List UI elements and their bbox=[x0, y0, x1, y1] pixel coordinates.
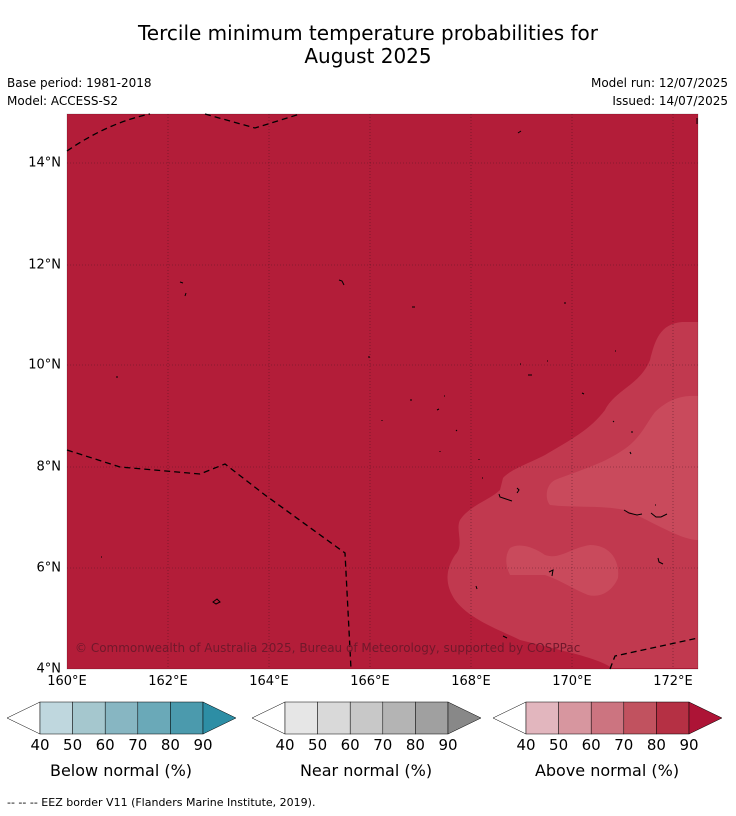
issued-date: Issued: 14/07/2025 bbox=[612, 94, 728, 108]
colorbar-tick: 70 bbox=[128, 736, 148, 754]
model-name: Model: ACCESS-S2 bbox=[7, 94, 119, 108]
region-above-60-a bbox=[546, 395, 698, 540]
lon-label: 164°E bbox=[249, 674, 289, 689]
lat-label: 4°N bbox=[36, 661, 62, 677]
lat-label: 8°N bbox=[36, 459, 62, 475]
lon-label: 170°E bbox=[552, 674, 592, 689]
lat-label: 12°N bbox=[28, 257, 61, 273]
region-above-60-b bbox=[506, 545, 619, 596]
colorbar-tick: 60 bbox=[581, 736, 601, 754]
colorbar-above bbox=[492, 701, 723, 735]
lon-label: 162°E bbox=[148, 674, 188, 689]
colorbar-tick: 90 bbox=[193, 736, 213, 754]
colorbar-below bbox=[6, 701, 237, 735]
colorbar-tick: 50 bbox=[63, 736, 83, 754]
grid bbox=[67, 114, 698, 669]
lon-label: 160°E bbox=[47, 674, 87, 689]
map-frame bbox=[66, 113, 699, 670]
lat-label: 6°N bbox=[36, 560, 62, 576]
eez-borders bbox=[66, 113, 699, 670]
title-line-1: Tercile minimum temperature probabilitie… bbox=[137, 21, 599, 45]
lat-label: 14°N bbox=[28, 155, 61, 171]
colorbar-tick: 50 bbox=[308, 736, 328, 754]
colorbar-tick: 60 bbox=[95, 736, 115, 754]
base-period: Base period: 1981-2018 bbox=[7, 76, 152, 90]
colorbar-tick: 70 bbox=[614, 736, 634, 754]
meta-left: Base period: 1981-2018 Model: ACCESS-S2 bbox=[7, 74, 152, 110]
colorbar-tick: 60 bbox=[340, 736, 360, 754]
colorbar-tick: 80 bbox=[160, 736, 180, 754]
colorbar-label-above: Above normal (%) bbox=[534, 761, 680, 780]
eez-footnote: -- -- -- EEZ border V11 (Flanders Marine… bbox=[7, 796, 316, 809]
colorbar-tick: 90 bbox=[438, 736, 458, 754]
colorbar-label-below: Below normal (%) bbox=[49, 761, 193, 780]
colorbar-near bbox=[251, 701, 482, 735]
lon-label: 172°E bbox=[653, 674, 693, 689]
copyright-credit: © Commonwealth of Australia 2025, Bureau… bbox=[75, 641, 581, 655]
colorbar-tick: 80 bbox=[405, 736, 425, 754]
lat-label: 10°N bbox=[28, 357, 61, 373]
colorbar-tick: 50 bbox=[549, 736, 569, 754]
colorbar-tick: 70 bbox=[373, 736, 393, 754]
chart-title: Tercile minimum temperature probabilitie… bbox=[0, 22, 736, 68]
colorbar-tick: 40 bbox=[30, 736, 50, 754]
islands bbox=[101, 118, 698, 639]
colorbar-tick: 80 bbox=[646, 736, 666, 754]
title-line-2: August 2025 bbox=[304, 44, 432, 68]
colorbar-label-near: Near normal (%) bbox=[299, 761, 433, 780]
colorbar-tick: 40 bbox=[516, 736, 536, 754]
colorbar-tick: 40 bbox=[275, 736, 295, 754]
lon-label: 166°E bbox=[350, 674, 390, 689]
colorbar-tick: 90 bbox=[679, 736, 699, 754]
meta-right: Model run: 12/07/2025 Issued: 14/07/2025 bbox=[591, 74, 728, 110]
lon-label: 168°E bbox=[451, 674, 491, 689]
model-run: Model run: 12/07/2025 bbox=[590, 76, 728, 90]
